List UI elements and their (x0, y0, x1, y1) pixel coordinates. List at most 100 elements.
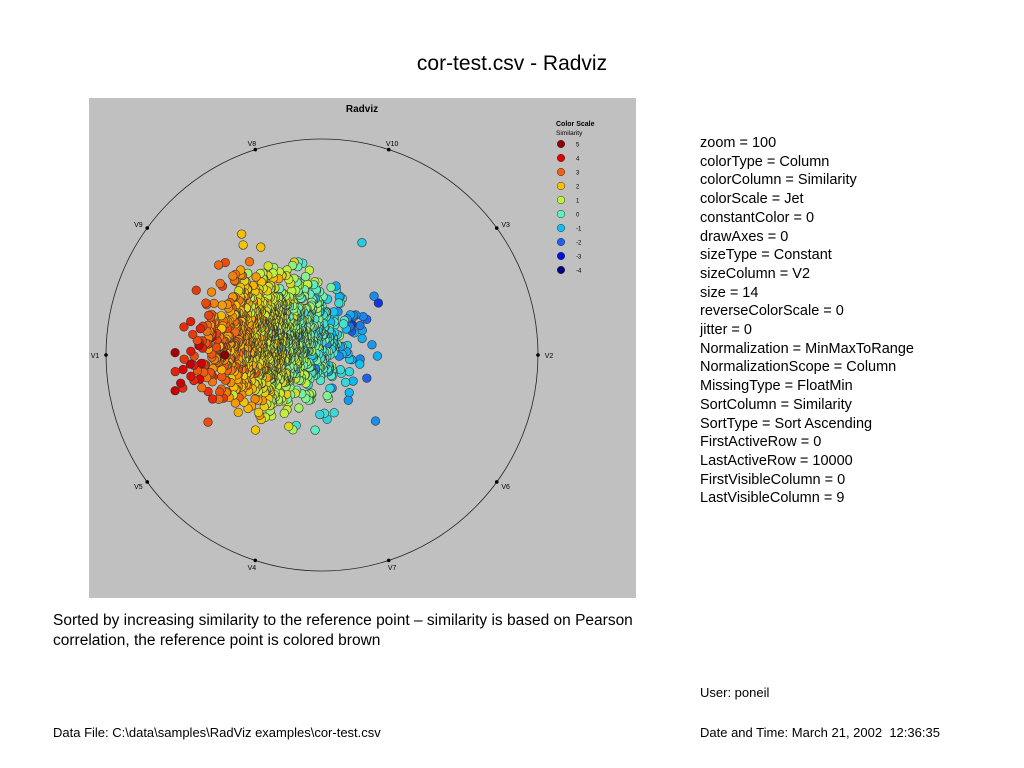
data-point (326, 282, 336, 293)
anchors-layer: V2 V3 V10 V8 V9 V1 V5 V4 V7 V6 (91, 141, 554, 572)
legend-label: 0 (576, 213, 580, 219)
data-point (355, 320, 365, 331)
data-point (344, 387, 354, 398)
data-point (338, 319, 349, 329)
chart-title: Radviz (346, 104, 378, 115)
legend-swatch (556, 209, 566, 219)
data-point (355, 359, 365, 369)
parameter-line: jitter = 0 (700, 322, 752, 339)
data-point (179, 322, 189, 332)
anchor-label: V9 (134, 222, 143, 229)
parameter-line: SortColumn = Similarity (700, 396, 852, 413)
legend-swatch (556, 167, 566, 177)
radviz-plot-panel[interactable]: Radviz V2 V3 V10 V8 V9 V1 V5 V4 V7 V6 Color Scale… (89, 98, 636, 598)
parameter-line: FirstActiveRow = 0 (700, 434, 822, 451)
anchor-label: V10 (386, 141, 399, 148)
data-point (250, 425, 261, 435)
data-point (373, 298, 383, 308)
color-scale-legend: Color Scale Similarity 5 4 3 2 1 0 -1 -2 -3 -4 (556, 121, 595, 275)
parameter-line: size = 14 (700, 284, 759, 301)
data-point (294, 403, 304, 413)
legend-swatch (556, 181, 566, 191)
anchor-label: V8 (248, 141, 257, 148)
anchor-label: V7 (388, 565, 397, 572)
parameter-line: LastActiveRow = 10000 (700, 452, 853, 469)
legend-swatch (556, 153, 566, 163)
data-point (315, 409, 325, 420)
data-point (279, 408, 289, 419)
parameter-line: colorColumn = Similarity (700, 172, 857, 189)
anchor-dot (386, 147, 391, 152)
parameter-line: LastVisibleColumn = 9 (700, 490, 845, 507)
data-point (185, 359, 195, 369)
legend-label: -2 (576, 241, 582, 247)
parameter-line: FirstVisibleColumn = 0 (700, 471, 846, 488)
anchor-dot (145, 226, 150, 230)
data-point (207, 394, 218, 404)
anchor-dot (145, 480, 150, 484)
data-point (284, 421, 294, 431)
data-point (370, 416, 381, 426)
anchor-dot (253, 558, 258, 563)
data-point (228, 271, 238, 281)
data-point (215, 278, 225, 288)
page-title: cor-test.csv - Radviz (416, 52, 608, 75)
legend-label: 1 (576, 199, 580, 205)
data-point (263, 261, 273, 271)
parameter-list: zoom = 100 colorType = Column colorColumn … (700, 134, 914, 508)
legend-label: -4 (576, 269, 582, 275)
data-point (188, 329, 198, 340)
radviz-chart[interactable]: Radviz V2 V3 V10 V8 V9 V1 V5 V4 V7 V6 Color Scale… (89, 98, 636, 598)
data-point (343, 395, 353, 405)
legend-swatch (556, 237, 566, 247)
anchor-label: V6 (501, 484, 510, 491)
data-point (329, 408, 339, 418)
data-point (204, 310, 214, 320)
data-point (196, 358, 207, 368)
data-point (170, 348, 180, 358)
legend-swatch (556, 265, 566, 275)
data-point (372, 351, 383, 361)
data-point (344, 367, 355, 377)
legend-label: 3 (576, 171, 580, 177)
anchor-label: V4 (248, 565, 257, 572)
data-point (233, 407, 243, 417)
parameter-line: constantColor = 0 (700, 209, 815, 226)
data-point (301, 271, 311, 282)
data-point (186, 371, 196, 381)
data-point (322, 391, 332, 401)
parameter-line: sizeColumn = V2 (700, 265, 811, 282)
data-point (170, 386, 180, 396)
legend-swatch (556, 139, 566, 149)
data-point (244, 257, 255, 267)
data-point (253, 407, 264, 417)
parameter-line: Normalization = MinMaxToRange (700, 340, 914, 357)
parameter-line: NormalizationScope = Column (700, 359, 897, 376)
legend-swatch (556, 223, 566, 233)
anchor-dot (386, 558, 391, 563)
parameter-line: reverseColorScale = 0 (700, 303, 844, 320)
legend-label: -3 (576, 255, 582, 261)
anchor-dot (104, 353, 108, 357)
legend-title: Color Scale (556, 121, 595, 128)
data-point (238, 240, 248, 250)
data-point (310, 425, 320, 435)
parameter-line: colorType = Column (700, 153, 830, 170)
legend-label: 2 (576, 185, 580, 191)
legend-swatch (556, 251, 566, 261)
data-point (217, 300, 227, 310)
anchor-label: V1 (91, 353, 100, 360)
data-point (186, 316, 196, 327)
data-point (237, 229, 247, 239)
data-point (334, 298, 344, 308)
data-point (367, 340, 377, 350)
data-point (191, 285, 201, 295)
parameter-line: MissingType = FloatMin (700, 378, 853, 395)
anchor-dot (536, 353, 540, 357)
figure-caption: Sorted by increasing similarity to the r… (53, 612, 633, 649)
anchor-label: V5 (134, 484, 143, 491)
data-point (186, 346, 196, 356)
legend-label: 4 (576, 157, 580, 163)
data-point (195, 323, 205, 334)
legend-swatch (556, 195, 566, 205)
